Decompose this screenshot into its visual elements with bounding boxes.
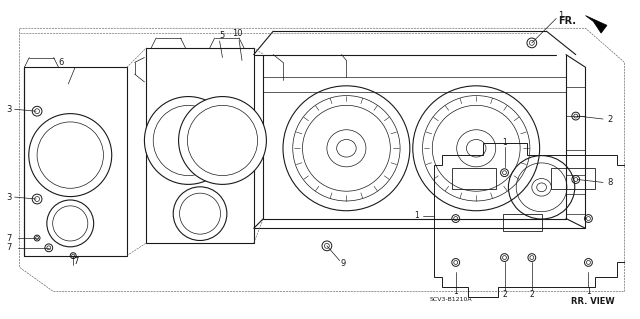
- Text: 8: 8: [607, 178, 612, 187]
- Ellipse shape: [173, 187, 227, 241]
- Text: 9: 9: [341, 259, 346, 268]
- Text: SCV3-B1210A: SCV3-B1210A: [429, 297, 472, 302]
- Text: 7: 7: [6, 234, 12, 242]
- Bar: [502, 214, 541, 231]
- Text: 3: 3: [6, 193, 12, 202]
- Ellipse shape: [29, 114, 112, 197]
- Bar: [452, 168, 496, 189]
- Text: 3: 3: [6, 105, 12, 114]
- Bar: [566, 194, 586, 214]
- Ellipse shape: [145, 97, 232, 184]
- Text: 2: 2: [529, 290, 534, 299]
- Text: 5: 5: [220, 31, 225, 40]
- Text: 7: 7: [74, 257, 79, 266]
- Bar: [551, 168, 595, 189]
- Text: 2: 2: [607, 115, 612, 123]
- Ellipse shape: [47, 200, 93, 247]
- Text: 10: 10: [232, 29, 243, 38]
- Text: 1: 1: [453, 287, 458, 296]
- Bar: [566, 150, 586, 174]
- Text: 1: 1: [559, 11, 564, 20]
- Text: 1: 1: [586, 287, 591, 296]
- Text: 7: 7: [6, 243, 12, 252]
- Text: 2: 2: [502, 290, 507, 299]
- Polygon shape: [586, 16, 607, 33]
- Text: 1: 1: [502, 138, 507, 147]
- Text: FR.: FR.: [557, 16, 576, 26]
- Bar: [566, 87, 586, 116]
- Text: 6: 6: [58, 58, 63, 67]
- Ellipse shape: [179, 97, 266, 184]
- Text: RR. VIEW: RR. VIEW: [571, 297, 615, 306]
- Text: 1: 1: [414, 211, 419, 220]
